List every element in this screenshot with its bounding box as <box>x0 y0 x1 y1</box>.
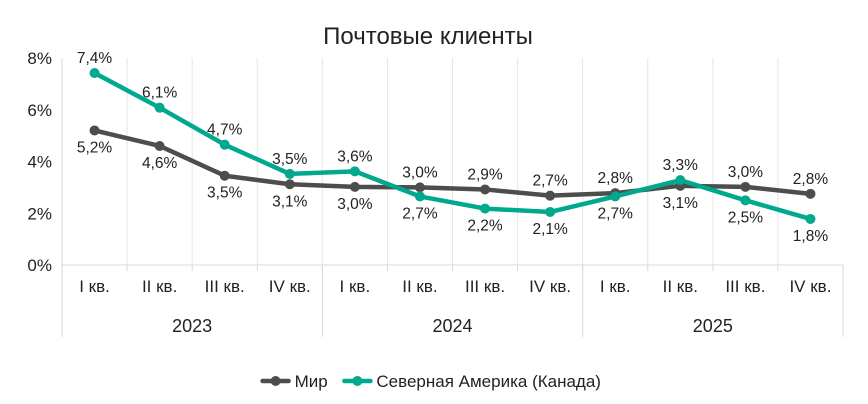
data-point <box>610 191 621 202</box>
data-label: 2,7% <box>598 205 634 222</box>
data-point <box>480 203 491 214</box>
data-point <box>480 184 491 195</box>
x-tick-label: III кв. <box>465 277 505 296</box>
data-point <box>545 190 556 201</box>
data-label: 3,0% <box>337 196 373 213</box>
data-point <box>414 191 425 202</box>
year-label: 2023 <box>172 316 212 336</box>
data-point <box>219 170 230 181</box>
series-line-0 <box>92 128 813 198</box>
data-label: 3,6% <box>337 148 373 165</box>
data-label: 2,1% <box>532 221 568 238</box>
year-label: 2024 <box>432 316 472 336</box>
y-tick-label: 0% <box>27 256 52 275</box>
x-tick-label: III кв. <box>725 277 765 296</box>
data-label: 4,6% <box>142 155 178 172</box>
data-label: 2,7% <box>402 205 438 222</box>
series-line-1 <box>92 70 813 222</box>
legend-label: Северная Америка (Канада) <box>376 372 601 391</box>
data-point <box>805 213 816 224</box>
data-label: 3,0% <box>728 164 764 181</box>
data-point <box>154 102 165 113</box>
year-label: 2025 <box>693 316 733 336</box>
data-point <box>805 188 816 199</box>
data-point <box>284 168 295 179</box>
y-tick-label: 6% <box>27 101 52 120</box>
data-point <box>89 68 100 79</box>
data-point <box>675 175 686 186</box>
data-point <box>414 182 425 193</box>
data-label: 2,7% <box>532 173 568 190</box>
x-tick-label: II кв. <box>142 277 177 296</box>
x-tick-label: I кв. <box>340 277 371 296</box>
y-tick-label: 8% <box>27 49 52 68</box>
data-label: 2,2% <box>467 218 503 235</box>
x-tick-label: II кв. <box>402 277 437 296</box>
legend-label: Мир <box>295 372 328 391</box>
y-axis: 0% 2% 4% 6% 8% <box>27 49 63 275</box>
y-tick-label: 4% <box>27 153 52 172</box>
chart-title: Почтовые клиенты <box>323 23 533 50</box>
data-point <box>349 181 360 192</box>
data-label: 3,5% <box>272 151 308 168</box>
x-tick-label: IV кв. <box>789 277 831 296</box>
data-label: 3,1% <box>272 193 308 210</box>
series-layer <box>89 68 816 224</box>
data-point <box>740 195 751 206</box>
data-point <box>284 179 295 190</box>
data-label: 3,1% <box>663 195 699 212</box>
data-label: 3,0% <box>402 164 438 181</box>
grid <box>126 58 779 265</box>
x-tick-label: III кв. <box>205 277 245 296</box>
data-label: 3,5% <box>207 185 243 202</box>
data-label: 2,5% <box>728 209 764 226</box>
data-label: 6,1% <box>142 85 178 102</box>
y-tick-label: 2% <box>27 204 52 223</box>
x-axis: I кв. II кв. III кв. IV кв. I кв. II кв. III к… <box>61 264 844 337</box>
data-labels-layer: 5,2% 4,6% 3,5% 3,1% 3,0% 3,0% 2,9% 2,7% 2,8% 3,1%… <box>77 50 828 245</box>
data-label: 2,8% <box>793 171 829 188</box>
data-label: 2,8% <box>598 170 634 187</box>
x-tick-label: IV кв. <box>529 277 571 296</box>
data-point <box>89 125 100 136</box>
data-label: 3,3% <box>663 157 699 174</box>
x-tick-label: II кв. <box>663 277 698 296</box>
data-point <box>349 166 360 177</box>
data-label: 7,4% <box>77 50 113 67</box>
data-label: 5,2% <box>77 139 113 156</box>
data-label: 1,8% <box>793 228 829 245</box>
data-point <box>219 139 230 150</box>
x-tick-label: IV кв. <box>269 277 311 296</box>
data-point <box>154 140 165 151</box>
legend: Мир Северная Америка (Канада) <box>260 372 601 391</box>
data-label: 2,9% <box>467 166 503 183</box>
legend-swatch-marker <box>352 376 363 386</box>
x-tick-label: I кв. <box>79 277 110 296</box>
data-label: 4,7% <box>207 122 243 139</box>
data-point <box>545 206 556 217</box>
data-point <box>740 181 751 192</box>
legend-swatch-marker <box>270 376 281 386</box>
x-tick-label: I кв. <box>600 277 631 296</box>
